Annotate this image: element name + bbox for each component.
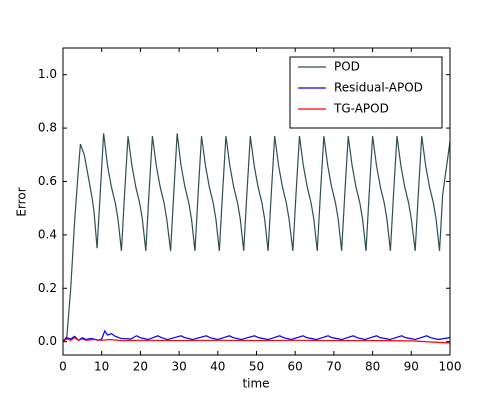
x-tick-label: 50 — [249, 360, 264, 374]
y-axis-label: Error — [15, 187, 29, 216]
y-tick-label: 0.6 — [38, 174, 57, 188]
x-tick-label: 70 — [326, 360, 341, 374]
x-tick-label: 0 — [59, 360, 67, 374]
x-tick-label: 100 — [439, 360, 462, 374]
y-tick-label: 0.8 — [38, 121, 57, 135]
y-tick-label: 0.0 — [38, 334, 57, 348]
x-tick-label: 90 — [404, 360, 419, 374]
legend-label: POD — [334, 60, 360, 74]
x-tick-label: 40 — [210, 360, 225, 374]
x-tick-label: 30 — [171, 360, 186, 374]
legend-label: Residual-APOD — [334, 81, 423, 95]
x-tick-label: 80 — [365, 360, 380, 374]
y-tick-label: 0.4 — [38, 227, 57, 241]
plot-frame — [62, 47, 451, 356]
line-series — [62, 336, 451, 344]
legend-label: TG-APOD — [333, 102, 389, 116]
x-axis-label: time — [242, 377, 269, 391]
y-tick-label: 1.0 — [38, 67, 57, 81]
y-tick-label: 0.2 — [38, 281, 57, 295]
legend-box — [289, 56, 443, 129]
x-tick-label: 10 — [94, 360, 109, 374]
line-series — [62, 133, 451, 343]
x-tick-label: 20 — [133, 360, 148, 374]
x-tick-label: 60 — [288, 360, 303, 374]
